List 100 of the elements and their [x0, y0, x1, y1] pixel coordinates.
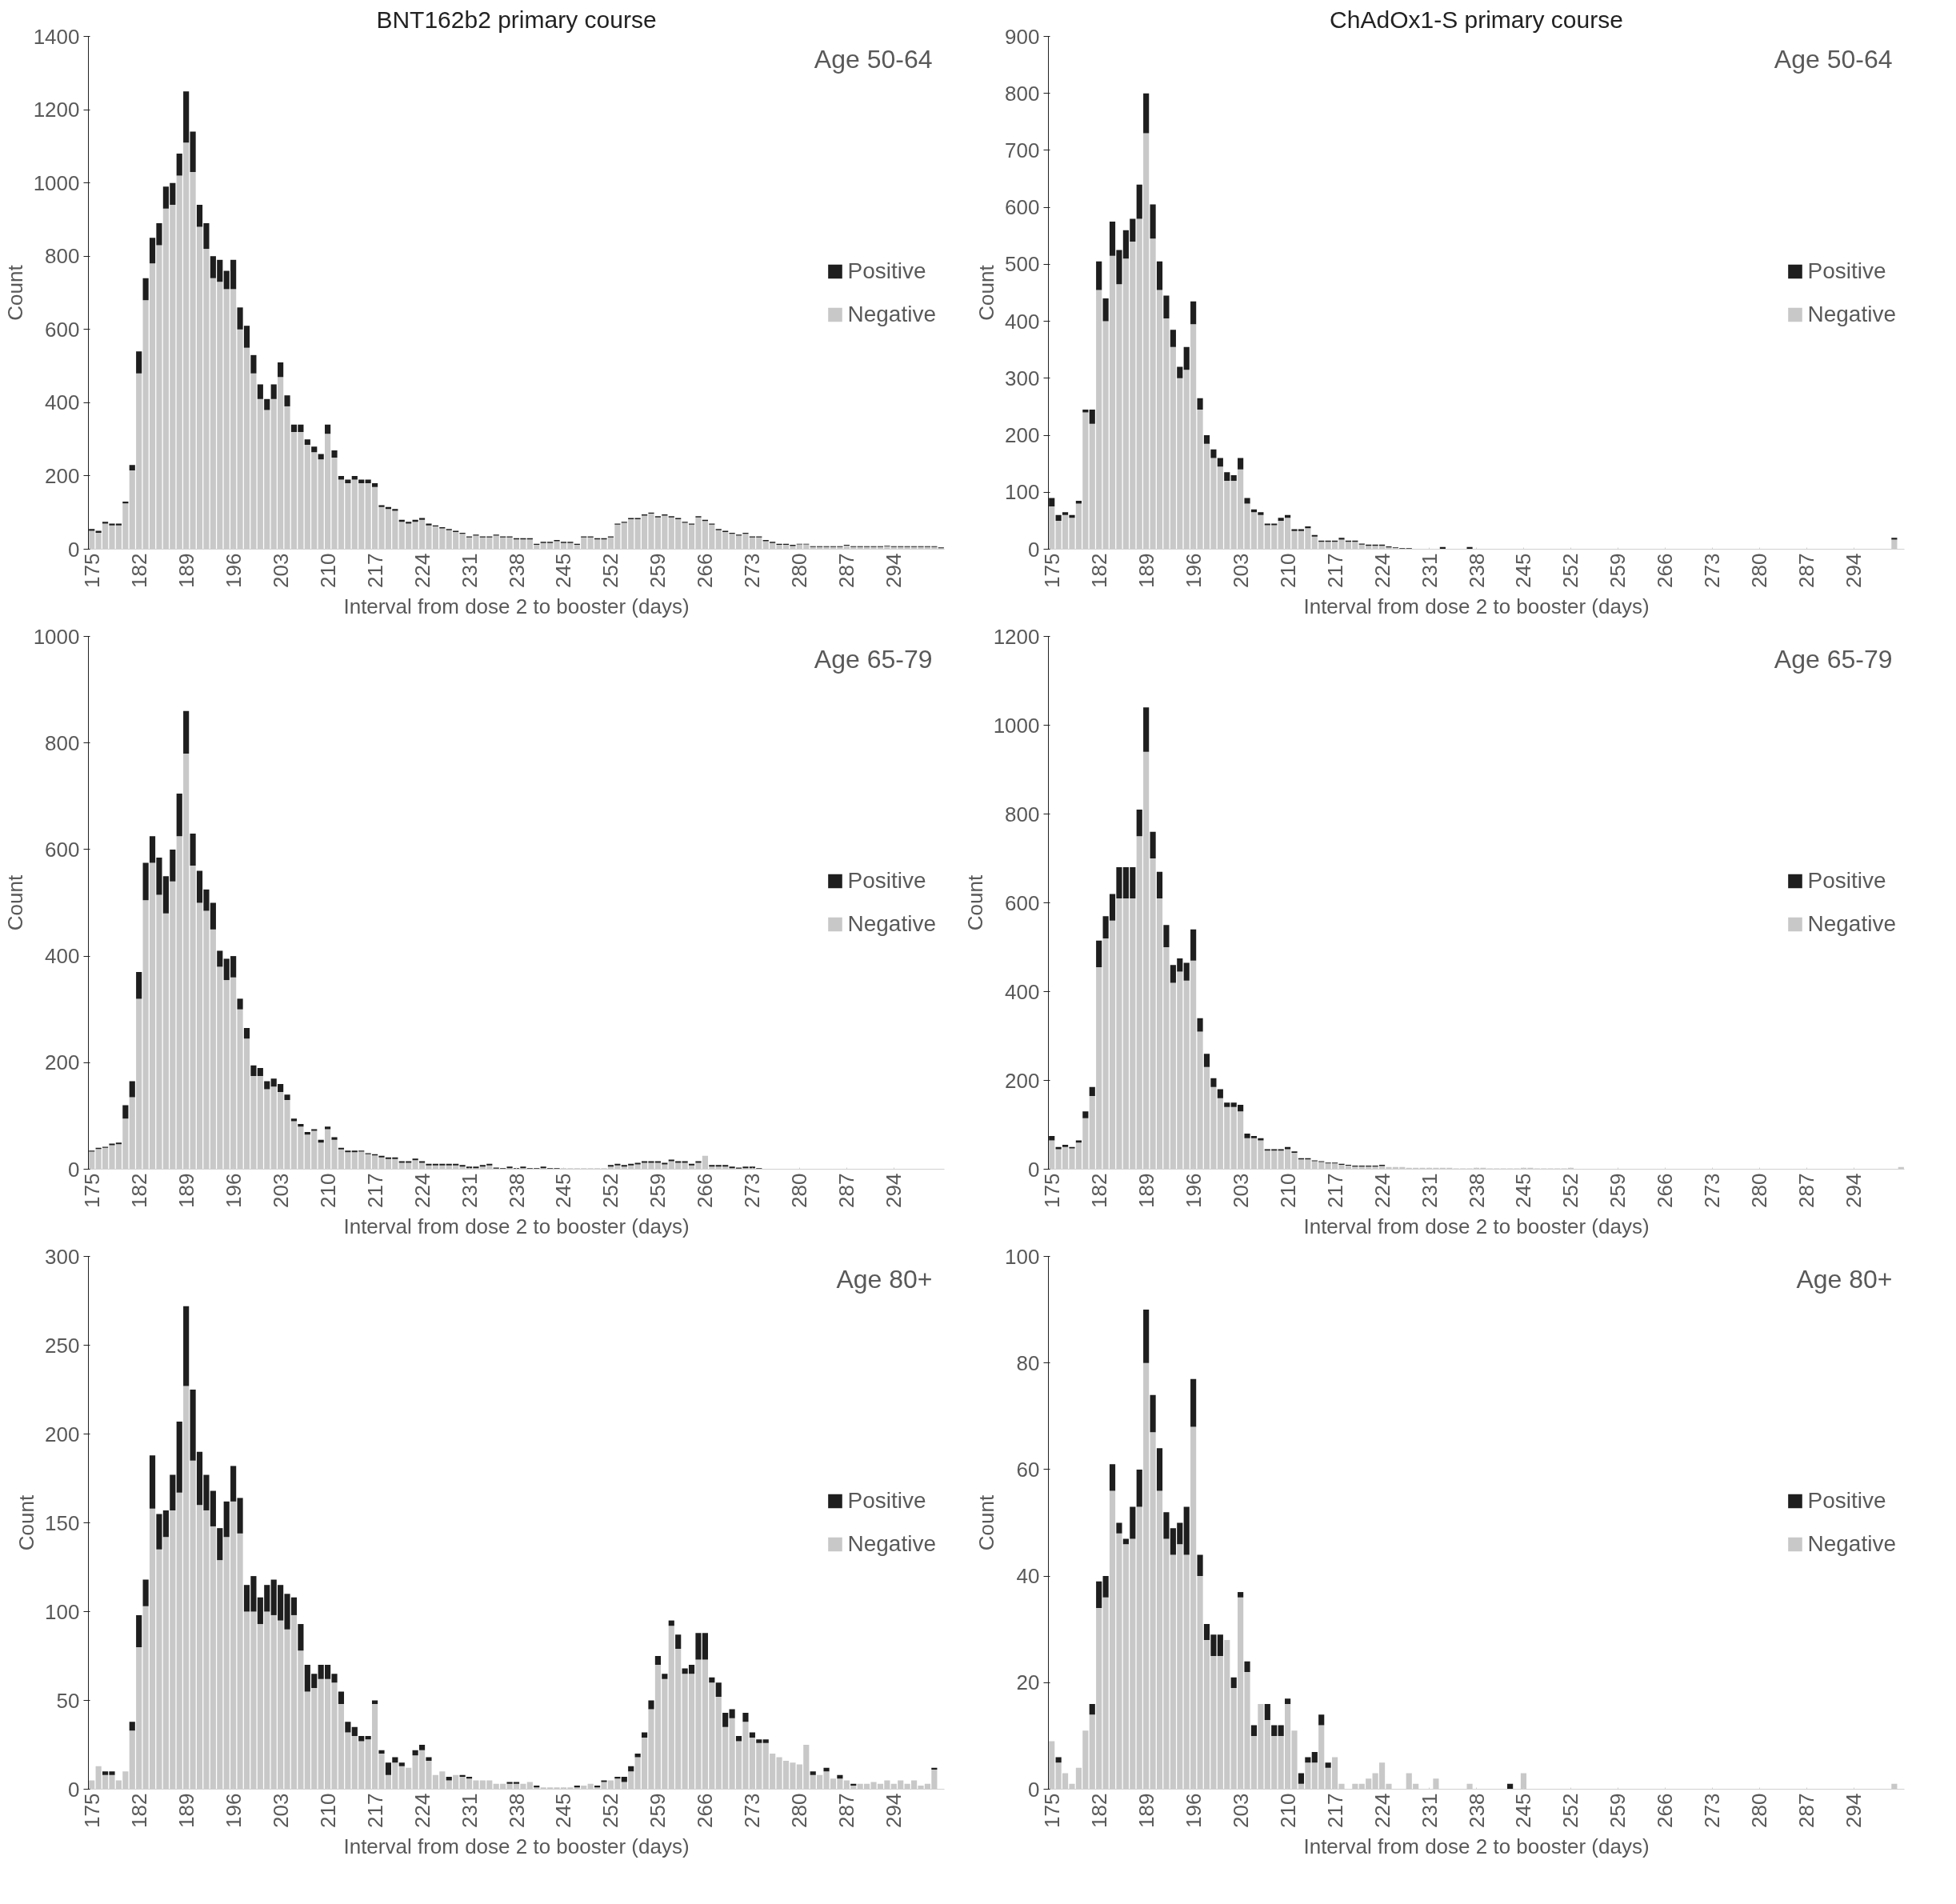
y-tick-label: 900 [1005, 24, 1040, 49]
x-tick-label: 280 [787, 1173, 812, 1208]
x-tick-label: 266 [693, 1173, 718, 1208]
y-tick-label: 50 [56, 1688, 80, 1713]
x-tick-label: 196 [1181, 1793, 1206, 1828]
x-tick-label: 182 [1086, 1793, 1111, 1828]
y-tick-label: 1000 [33, 624, 80, 649]
x-tick-label: 273 [1700, 553, 1725, 588]
x-tick-label: 294 [1842, 553, 1866, 588]
x-tick-label: 259 [1606, 1793, 1630, 1828]
y-tick-label: 80 [1016, 1350, 1040, 1375]
x-tick-label: 245 [1511, 1173, 1536, 1208]
x-tick-label: 196 [1181, 1173, 1206, 1208]
y-tick-label: 0 [1028, 537, 1040, 562]
legend-label: Positive [1807, 1488, 1886, 1514]
y-tick-label: 0 [1028, 1777, 1040, 1802]
x-tick-label: 287 [1794, 1173, 1819, 1208]
x-tick-label: 210 [1275, 1793, 1300, 1828]
y-tick-label: 800 [1005, 81, 1040, 106]
x-tick-label: 224 [1370, 1173, 1394, 1208]
y-tick-label: 1200 [993, 624, 1040, 649]
chart-subtitle: Age 50-64 [1774, 44, 1893, 74]
x-tick-label: 245 [551, 1793, 576, 1828]
y-tick-label: 0 [68, 1777, 80, 1802]
x-tick-label: 252 [1558, 1793, 1583, 1828]
x-tick-label: 294 [882, 1793, 906, 1828]
y-axis-title: Count [974, 1494, 999, 1551]
chart-subtitle: Age 65-79 [814, 644, 933, 674]
x-tick-label: 182 [126, 553, 151, 588]
y-tick-label: 600 [1005, 890, 1040, 915]
x-tick-label: 217 [362, 1173, 387, 1208]
x-tick-label: 175 [1039, 1793, 1064, 1828]
x-tick-label: 259 [646, 1793, 670, 1828]
y-tick-label: 200 [1005, 1068, 1040, 1093]
y-tick-label: 100 [1005, 480, 1040, 505]
x-tick-label: 266 [693, 553, 718, 588]
x-tick-label: 217 [362, 1793, 387, 1828]
x-tick-label: 224 [410, 1793, 434, 1828]
x-tick-label: 210 [315, 553, 340, 588]
x-tick-label: 182 [1086, 1173, 1111, 1208]
y-tick-label: 800 [45, 244, 80, 269]
x-tick-label: 175 [1039, 553, 1064, 588]
x-tick-label: 280 [1747, 1793, 1772, 1828]
x-tick-label: 252 [598, 1173, 623, 1208]
x-tick-label: 252 [1558, 1173, 1583, 1208]
x-tick-label: 231 [457, 1173, 482, 1208]
y-tick-label: 100 [45, 1599, 80, 1624]
y-tick-label: 0 [68, 1157, 80, 1182]
x-tick-label: 280 [787, 1793, 812, 1828]
x-tick-label: 217 [1322, 1173, 1347, 1208]
x-tick-label: 273 [1700, 1173, 1725, 1208]
legend-label: Positive [1807, 868, 1886, 894]
y-axis-title: Count [974, 264, 999, 321]
x-tick-label: 273 [740, 553, 765, 588]
y-tick-label: 600 [45, 837, 80, 862]
x-tick-label: 196 [221, 553, 246, 588]
x-tick-label: 182 [126, 1173, 151, 1208]
x-tick-label: 245 [551, 1173, 576, 1208]
x-axis-title: Interval from dose 2 to booster (days) [343, 1214, 690, 1238]
y-tick-label: 600 [45, 317, 80, 342]
x-tick-label: 203 [268, 1793, 293, 1828]
x-tick-label: 294 [1842, 1173, 1866, 1208]
x-tick-label: 280 [1747, 1173, 1772, 1208]
x-tick-label: 287 [834, 553, 859, 588]
y-tick-label: 60 [1016, 1457, 1040, 1482]
x-tick-label: 224 [1370, 553, 1394, 588]
y-tick-label: 40 [1016, 1564, 1040, 1589]
x-tick-label: 231 [457, 553, 482, 588]
x-tick-label: 196 [221, 1793, 246, 1828]
legend-label: Negative [847, 911, 936, 937]
x-tick-label: 231 [1417, 1173, 1442, 1208]
y-tick-label: 600 [1005, 195, 1040, 220]
x-tick-label: 189 [1134, 1173, 1158, 1208]
legend-label: Positive [847, 868, 926, 894]
y-tick-label: 1400 [33, 24, 80, 49]
x-tick-label: 196 [221, 1173, 246, 1208]
y-tick-label: 150 [45, 1510, 80, 1535]
x-tick-label: 259 [1606, 1173, 1630, 1208]
x-tick-label: 231 [457, 1793, 482, 1828]
x-tick-label: 273 [1700, 1793, 1725, 1828]
x-tick-label: 196 [1181, 553, 1206, 588]
y-tick-label: 700 [1005, 138, 1040, 162]
chart-subtitle: Age 65-79 [1774, 644, 1893, 674]
x-tick-label: 252 [1558, 553, 1583, 588]
x-tick-label: 224 [1370, 1793, 1394, 1828]
x-tick-label: 210 [315, 1793, 340, 1828]
legend-label: Negative [1807, 911, 1896, 937]
y-tick-label: 300 [1005, 366, 1040, 390]
chart-subtitle: Age 80+ [836, 1264, 933, 1294]
x-tick-label: 238 [1464, 1173, 1489, 1208]
x-tick-label: 189 [174, 1173, 198, 1208]
x-tick-label: 175 [79, 1173, 104, 1208]
y-tick-label: 400 [45, 944, 80, 969]
y-tick-label: 300 [45, 1244, 80, 1269]
x-tick-label: 217 [1322, 1793, 1347, 1828]
y-tick-label: 100 [1005, 1244, 1040, 1269]
y-axis-title: Count [2, 874, 27, 931]
x-tick-label: 252 [598, 553, 623, 588]
x-tick-label: 259 [646, 553, 670, 588]
x-tick-label: 273 [740, 1173, 765, 1208]
